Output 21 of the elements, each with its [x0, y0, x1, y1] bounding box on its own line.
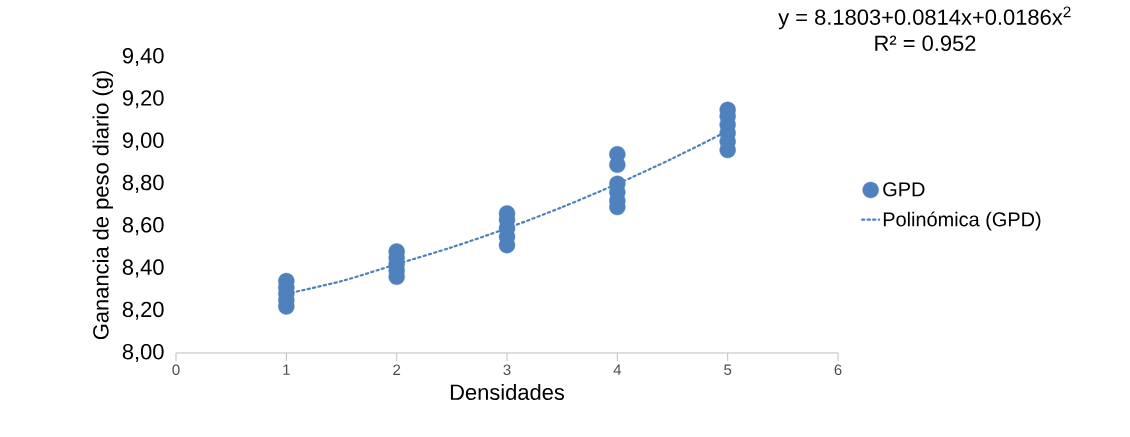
- x-axis-title: Densidades: [450, 383, 565, 401]
- text: y = 8.1803+0.0814x+0.0186x$^{2}$: [778, 6, 1071, 30]
- y-tick-label: 9,00: [122, 132, 164, 151]
- x-tick-label: 6: [834, 364, 842, 376]
- x-tick-label: 1: [283, 364, 290, 375]
- x-tick-label: 0: [172, 364, 180, 376]
- y-tick-label: 9,40: [122, 47, 164, 67]
- y-tick-label: 9,20: [122, 90, 164, 109]
- y-axis-title: Ganancia de peso diario (g): [92, 71, 113, 340]
- x-tick-label: 4: [613, 364, 622, 375]
- x-tick-label: 3: [503, 364, 511, 376]
- y-tick-label: 8,80: [122, 174, 164, 193]
- x-tick-label: 2: [393, 364, 401, 375]
- text: R² = 0.952: [875, 35, 976, 52]
- legend-label: GPD: [883, 182, 925, 197]
- x-tick-label: 5: [724, 364, 732, 375]
- y-tick-label: 8,40: [122, 259, 164, 278]
- legend-label: Polinómica (GPD): [883, 211, 1041, 231]
- y-tick-label: 8,20: [122, 301, 164, 320]
- y-tick-label: 8,60: [122, 217, 164, 236]
- y-tick-label: 8,00: [122, 343, 164, 363]
